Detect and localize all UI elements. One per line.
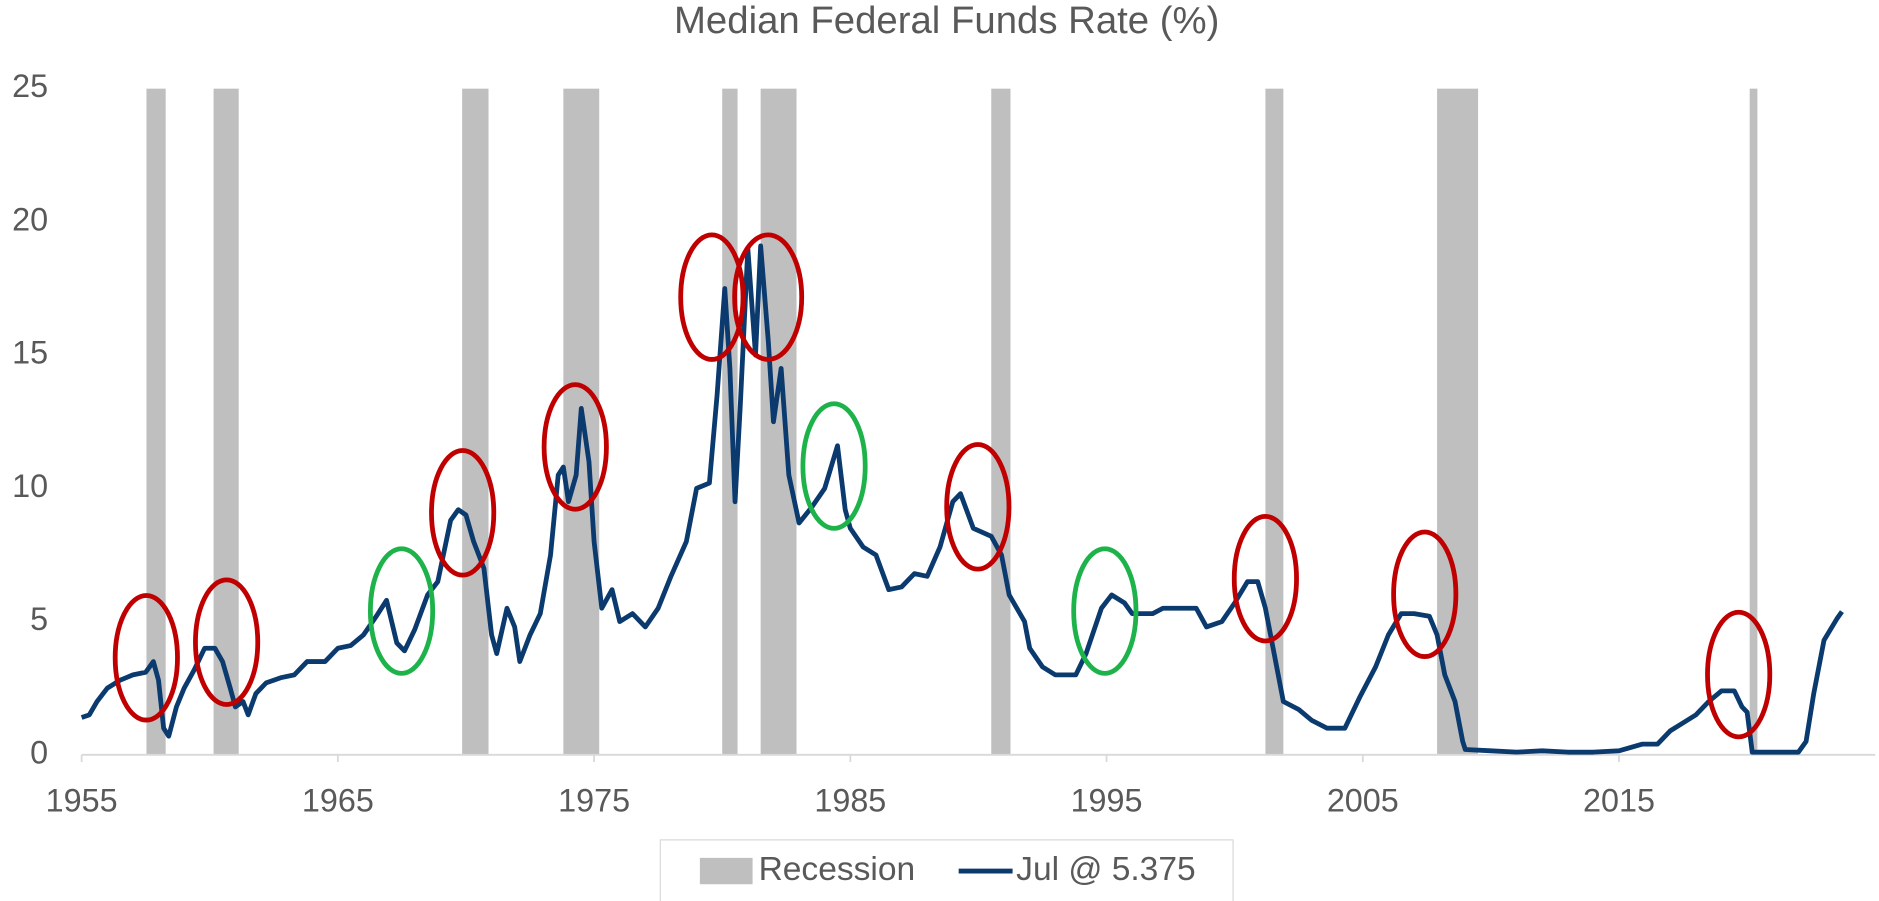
lines — [80, 243, 1844, 755]
x-tick-label: 1975 — [558, 782, 630, 818]
axes: 0 5 10 15 20 25 1955 1965 1975 1985 1995 2005 2015 — [12, 68, 1876, 818]
recession-bands — [146, 88, 1758, 755]
recession-band — [1749, 88, 1758, 755]
circle-red — [1391, 529, 1459, 659]
y-tick-label: 10 — [12, 468, 48, 504]
y-tick-label: 20 — [12, 201, 48, 237]
x-tick-label: 2005 — [1327, 782, 1399, 818]
y-tick-label: 15 — [12, 335, 48, 371]
legend: Recession Jul @ 5.375 — [699, 851, 1196, 888]
recession-band — [213, 88, 239, 755]
legend-label: Jul @ 5.375 — [1016, 851, 1195, 888]
chart-title: Median Federal Funds Rate (%) — [674, 0, 1219, 42]
circle-red — [1231, 514, 1299, 644]
circle-red — [732, 232, 805, 362]
legend-box — [659, 839, 1234, 901]
circle-green — [367, 546, 436, 676]
x-tick-label: 2015 — [1583, 782, 1655, 818]
y-tick-label: 5 — [30, 601, 48, 637]
legend-label: Recession — [759, 851, 916, 888]
circle-red — [112, 593, 180, 723]
circle-red — [1705, 609, 1773, 740]
circle-red — [944, 442, 1012, 572]
legend-swatch — [699, 857, 753, 885]
circle-green — [1071, 546, 1139, 676]
recession-band — [1265, 88, 1284, 755]
y-tick-label: 25 — [12, 68, 48, 104]
circle-red — [541, 382, 609, 512]
circle-green — [800, 401, 868, 531]
recession-band — [760, 88, 797, 755]
circle-red — [193, 577, 261, 707]
circle-red — [429, 448, 497, 578]
y-tick-label: 0 — [30, 734, 48, 770]
recession-band — [146, 88, 166, 755]
rate-line — [80, 243, 1844, 755]
recession-band — [991, 88, 1011, 755]
recession-band — [462, 88, 489, 755]
x-tick-label: 1995 — [1071, 782, 1143, 818]
x-tick-label: 1955 — [46, 782, 118, 818]
x-tick-label: 1965 — [302, 782, 374, 818]
x-tick-label: 1985 — [814, 782, 886, 818]
annotations — [112, 232, 1773, 740]
circle-red — [678, 232, 746, 362]
